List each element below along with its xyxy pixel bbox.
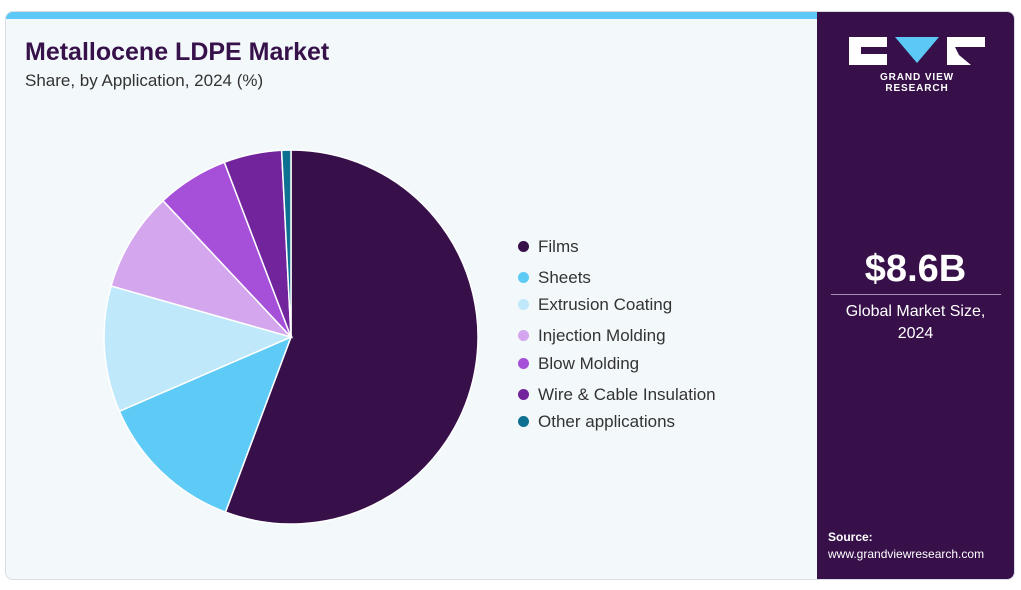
legend-dot-icon [518, 358, 529, 370]
pie-slice-injection-molding [110, 199, 294, 339]
divider [831, 294, 1001, 295]
legend-item: Blow Molding [518, 354, 639, 374]
legend-label: Wire & Cable Insulation [538, 385, 716, 404]
pie-slice-films [224, 149, 479, 525]
accent-bar [6, 12, 817, 19]
legend-label: Blow Molding [538, 354, 640, 373]
legend-dot-icon [518, 389, 529, 401]
legend-item: Other applications [518, 412, 675, 432]
legend-dot-icon [518, 416, 529, 428]
market-size-label: Global Market Size, 2024 [845, 303, 986, 342]
legend-label: Other applications [538, 412, 676, 431]
legend-item: Injection Molding [518, 326, 666, 346]
source-label: Source: [828, 530, 873, 544]
source-url: www.grandviewresearch.com [828, 547, 985, 561]
brand-logo: GRAND VIEW RESEARCH [847, 37, 987, 94]
pie-slice-other-applications [280, 149, 292, 338]
logo-mark-icon [849, 37, 985, 65]
legend-dot-icon [518, 272, 529, 284]
legend-dot-icon [518, 299, 529, 311]
legend-item: Wire & Cable Insulation [518, 385, 716, 405]
legend-label: Injection Molding [538, 326, 666, 345]
legend-label: Sheets [538, 268, 591, 287]
pie-slice-sheets [118, 335, 293, 514]
chart-title: Metallocene LDPE Market [25, 38, 330, 66]
chart-card: Metallocene LDPE Market Share, by Applic… [5, 11, 1015, 580]
chart-subtitle: Share, by Application, 2024 (%) [25, 71, 264, 90]
legend-dot-icon [518, 330, 529, 342]
pie-slice-extrusion-coating [103, 285, 294, 413]
brand-name: GRAND VIEW RESEARCH [880, 72, 954, 94]
side-panel: GRAND VIEW RESEARCH $8.6B Global Market … [817, 12, 1014, 579]
legend-dot-icon [518, 241, 529, 253]
legend-item: Films [518, 237, 579, 257]
legend-label: Films [538, 237, 579, 256]
legend-item: Extrusion Coating [518, 295, 672, 315]
legend-label: Extrusion Coating [538, 295, 673, 314]
legend-item: Sheets [518, 268, 591, 288]
market-size-value: $8.6B [864, 248, 967, 290]
pie-chart [103, 149, 479, 525]
